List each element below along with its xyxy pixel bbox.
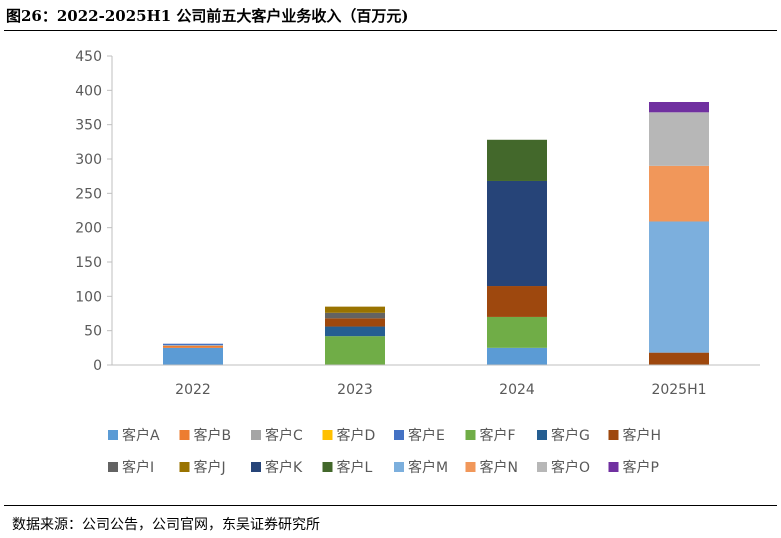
legend-swatch (394, 462, 404, 472)
y-tick-label: 400 (75, 83, 102, 99)
bar-segment (649, 165, 709, 222)
top-rule (4, 30, 777, 31)
bar-segment (649, 352, 709, 365)
legend-label: 客户I (122, 459, 154, 476)
x-axis: 2022 2023 2024 2025H1 (112, 364, 760, 398)
x-tick-label: 2024 (499, 382, 535, 398)
y-tick-label: 100 (75, 289, 102, 305)
y-tick-label: 450 (75, 49, 102, 65)
legend-swatch (608, 462, 619, 472)
legend-label: 客户P (623, 459, 659, 476)
legend-label: 客户M (408, 459, 448, 476)
legend-swatch (179, 462, 190, 472)
bar-segment (487, 347, 547, 365)
legend-swatch (251, 430, 261, 440)
legend-swatch (322, 430, 333, 440)
chart-title: 图26：2022-2025H1 公司前五大客户业务收入（百万元) (6, 7, 409, 25)
x-tick-label: 2025H1 (651, 382, 706, 398)
legend-label: 客户O (551, 459, 590, 476)
bar-segment (325, 306, 385, 313)
legend-swatch (465, 430, 476, 440)
bar-segment (649, 102, 709, 113)
bar-segment (325, 336, 385, 365)
bars (163, 102, 709, 365)
legend-swatch (608, 430, 619, 440)
legend-label: 客户B (194, 427, 232, 444)
legend-label: 客户H (623, 427, 662, 444)
bar-segment (487, 139, 547, 181)
legend-label: 客户A (122, 427, 160, 444)
bar-segment (325, 318, 385, 327)
data-source: 数据来源：公司公告，公司官网，东吴证券研究所 (12, 517, 320, 533)
x-tick-label: 2023 (337, 382, 373, 398)
y-tick-label: 150 (75, 255, 102, 271)
legend-swatch (322, 462, 333, 472)
y-tick-label: 50 (84, 324, 102, 340)
bar-segment (487, 180, 547, 287)
legend-swatch (537, 430, 547, 440)
legend-swatch (465, 462, 476, 472)
y-tick-label: 250 (75, 186, 102, 202)
bar-segment (163, 345, 223, 348)
y-tick-label: 0 (93, 358, 102, 374)
legend-label: 客户J (194, 459, 226, 476)
y-axis: 0 50 100 150 200 250 300 350 400 450 (75, 49, 113, 374)
y-tick-label: 200 (75, 221, 102, 237)
legend-label: 客户K (265, 459, 303, 476)
y-tick-label: 350 (75, 118, 102, 134)
legend-label: 客户D (337, 427, 376, 444)
bar-segment (163, 347, 223, 365)
stacked-bar-chart: 0 50 100 150 200 250 300 350 400 450 2022 2023 2024… (75, 49, 760, 476)
legend-label: 客户N (480, 459, 518, 476)
legend-label: 客户G (551, 427, 590, 444)
legend: 客户A 客户B 客户C 客户D 客户E 客户F 客户G 客户H 客户I 客户J 客户K 客户L 客户M 客… (108, 427, 661, 476)
bar-segment (487, 316, 547, 348)
legend-label: 客户F (480, 427, 516, 444)
bar-segment (325, 312, 385, 319)
x-tick-label: 2022 (175, 382, 211, 398)
legend-swatch (394, 430, 404, 440)
bar-segment (325, 326, 385, 337)
legend-label: 客户E (408, 427, 445, 444)
bar-segment (163, 345, 223, 346)
legend-swatch (251, 462, 261, 472)
y-tick-label: 300 (75, 152, 102, 168)
bottom-rule (4, 505, 777, 506)
bar-segment (487, 286, 547, 317)
legend-swatch (108, 430, 118, 440)
legend-swatch (179, 430, 190, 440)
legend-swatch (537, 462, 547, 472)
bar-segment (649, 221, 709, 353)
bar-segment (649, 112, 709, 166)
legend-label: 客户L (337, 459, 373, 476)
legend-swatch (108, 462, 118, 472)
legend-label: 客户C (265, 427, 303, 444)
bar-segment (163, 343, 223, 346)
